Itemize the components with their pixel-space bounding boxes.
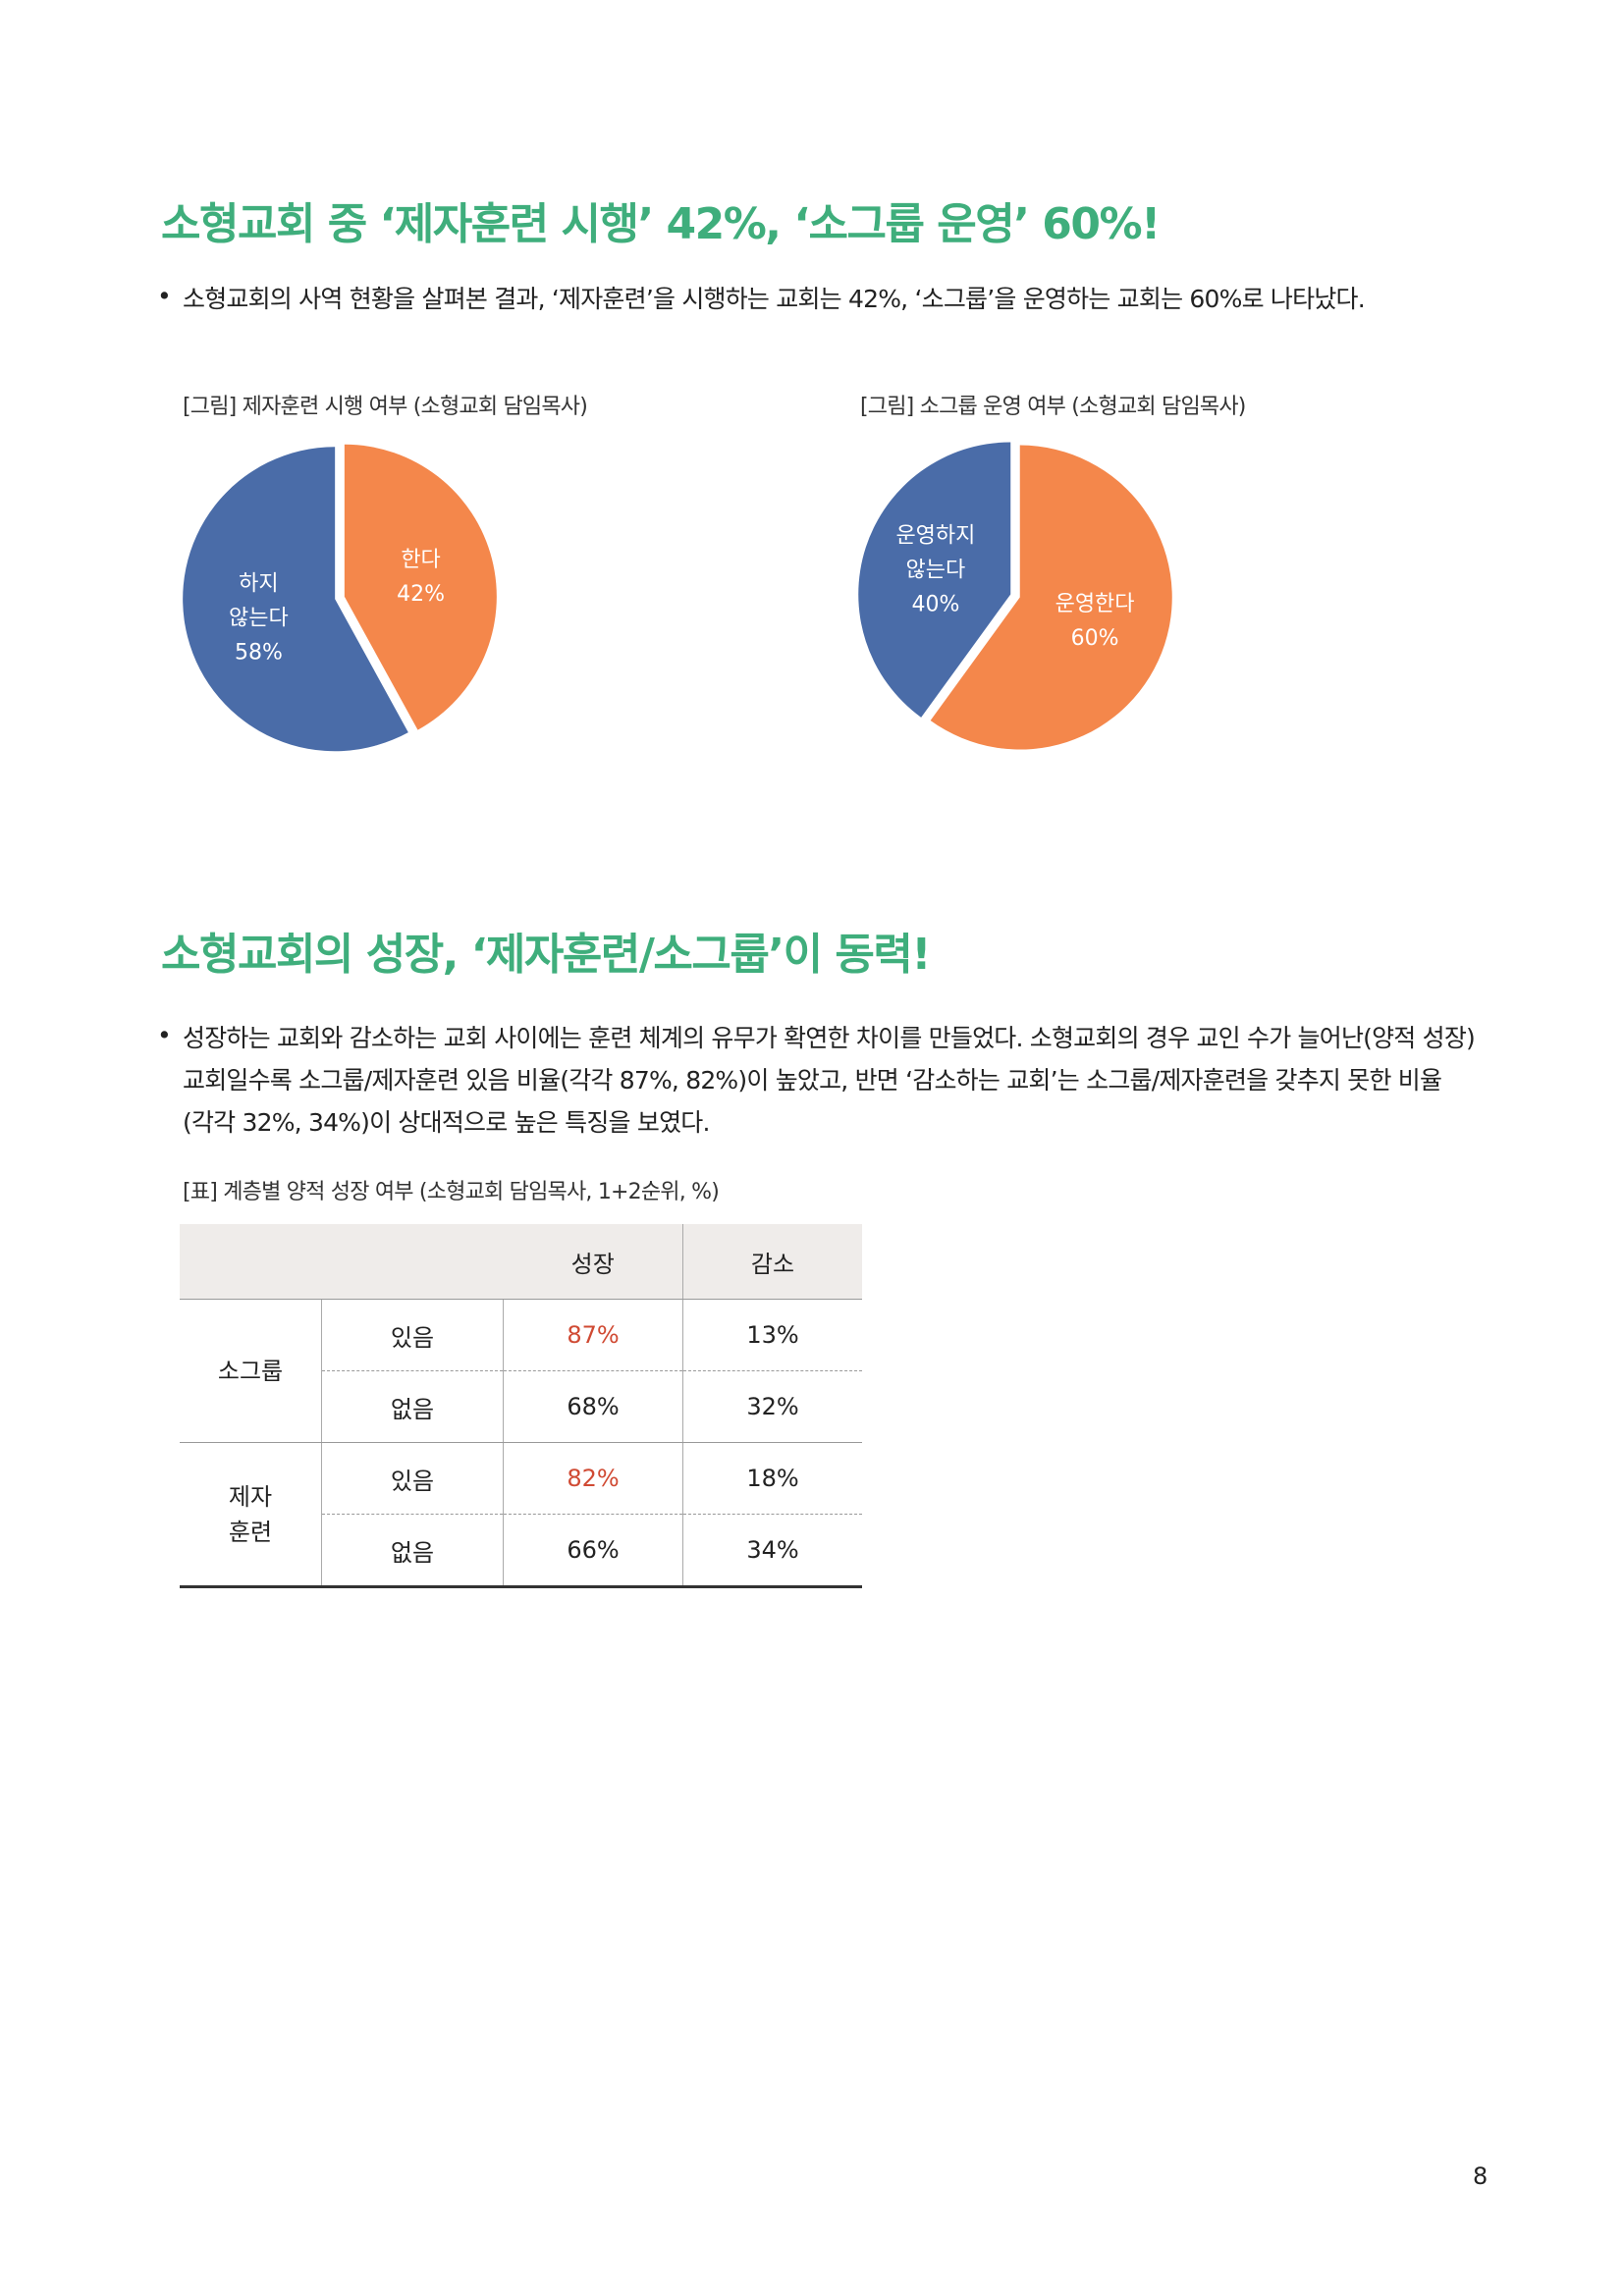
row: 없음 68% 32% [180, 1370, 862, 1443]
chart-title: [그림] 제자훈련 시행 여부 (소형교회 담임목사) [183, 395, 588, 419]
cell: 32% [682, 1370, 862, 1443]
group-label: 제자 훈련 [180, 1442, 322, 1588]
cell: 87% [503, 1299, 683, 1371]
category-label: 하지 않는다 [229, 571, 289, 631]
row-label: 없음 [321, 1514, 504, 1588]
row-label: 없음 [321, 1370, 504, 1443]
paragraph: 성장하는 교회와 감소하는 교회 사이에는 훈련 체계의 유무가 확연한 차이를… [183, 1024, 1476, 1137]
slice-label: 하지 않는다 58% [229, 567, 289, 670]
row: 없음 66% 34% [180, 1514, 862, 1588]
slice-label: 한다 42% [397, 543, 445, 612]
heading: 소형교회의 성장, ‘제자훈련/소그룹’이 동력! [161, 930, 931, 980]
category-label: 운영하지 않는다 [895, 523, 976, 583]
table: 성장 감소 소그룹 있음 87% 13% 없음 68% 32% 제자 훈련 있음… [180, 1224, 862, 1588]
pie-slice [930, 445, 1172, 750]
row: 제자 훈련 있음 82% 18% [180, 1442, 862, 1588]
row-label: 있음 [321, 1442, 504, 1515]
bullet: • [157, 282, 172, 310]
cell: 34% [682, 1514, 862, 1588]
category-label: 운영한다 [1055, 592, 1135, 617]
page-number: 8 [1473, 2163, 1488, 2190]
value-label: 40% [911, 592, 960, 617]
slice-label: 운영한다 60% [1055, 587, 1135, 656]
cell: 18% [682, 1442, 862, 1515]
chart-title: [그림] 소그룹 운영 여부 (소형교회 담임목사) [860, 395, 1246, 419]
category-label: 한다 [401, 547, 441, 572]
value-label: 42% [397, 581, 446, 607]
group-label: 소그룹 [180, 1299, 322, 1443]
pie-charts [183, 442, 1172, 752]
cell: 13% [682, 1299, 862, 1371]
pie-slice [858, 442, 1011, 718]
header-row: 성장 감소 [180, 1224, 862, 1300]
cell: 68% [503, 1370, 683, 1443]
pie-slice [344, 444, 497, 730]
pie-slice [183, 447, 408, 752]
value-label: 58% [234, 640, 283, 666]
bullet: • [157, 1021, 172, 1049]
header-cell: 감소 [682, 1224, 862, 1300]
table-caption: [표] 계층별 양적 성장 여부 (소형교회 담임목사, 1+2순위, %) [183, 1180, 720, 1204]
heading: 소형교회 중 ‘제자훈련 시행’ 42%, ‘소그룹 운영’ 60%! [161, 199, 1161, 249]
value-label: 60% [1070, 626, 1119, 652]
cell: 66% [503, 1514, 683, 1588]
header-cell [180, 1224, 504, 1300]
paragraph: 소형교회의 사역 현황을 살펴본 결과, ‘제자훈련’을 시행하는 교회는 42… [183, 285, 1366, 313]
slice-label: 운영하지 않는다 40% [895, 518, 975, 621]
header-cell: 성장 [503, 1224, 683, 1300]
row: 소그룹 있음 87% 13% [180, 1299, 862, 1443]
cell: 82% [503, 1442, 683, 1515]
row-label: 있음 [321, 1299, 504, 1371]
